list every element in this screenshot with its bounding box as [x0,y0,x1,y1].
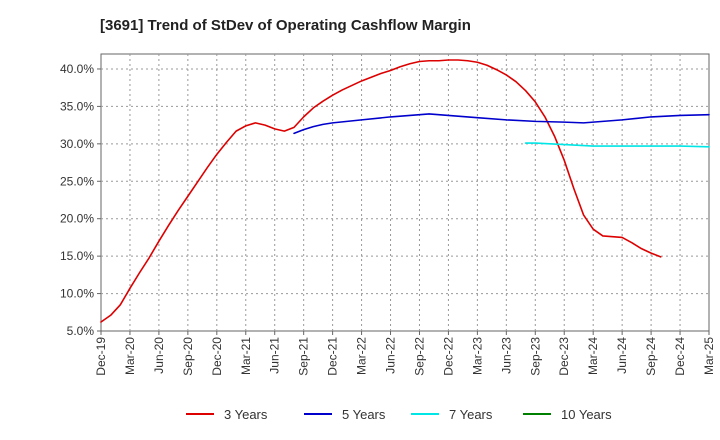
x-axis-ticks: Dec-19 Mar-20 Jun-20 Sep-20 Dec-20 Mar-21 Jun-… [94,331,716,376]
y-axis-ticks: 5.0% 10.0% 15.0% 20.0% 25.0% 30.0% 35.0% 40.0% [60,62,101,338]
y-tick-label: 30.0% [60,137,94,151]
x-tick-label: Jun-21 [268,337,282,374]
x-tick-label: Mar-24 [586,337,600,375]
legend-label-5-years: 5 Years [342,407,386,422]
x-tick-label: Mar-22 [355,337,369,375]
x-tick-label: Mar-25 [702,337,716,375]
chart-title: [3691] Trend of StDev of Operating Cashf… [100,17,471,34]
x-tick-label: Jun-24 [615,337,629,374]
y-tick-label: 15.0% [60,249,94,263]
y-tick-label: 35.0% [60,99,94,113]
series-line-7-years [524,142,710,148]
x-tick-label: Sep-22 [412,337,426,376]
series-layer [100,59,710,323]
x-tick-label: Dec-22 [441,337,455,376]
legend-label-10-years: 10 Years [561,407,612,422]
x-tick-label: Mar-21 [239,337,253,375]
x-tick-label: Jun-20 [152,337,166,374]
x-tick-label: Mar-23 [470,337,484,375]
x-tick-label: Dec-20 [210,337,224,376]
x-tick-label: Jun-23 [499,337,513,374]
x-tick-label: Sep-23 [528,337,542,376]
x-tick-label: Sep-20 [181,337,195,376]
legend-label-3-years: 3 Years [224,407,268,422]
plot-area [100,53,710,332]
x-tick-label: Jun-22 [384,337,398,374]
y-tick-label: 25.0% [60,174,94,188]
y-tick-label: 10.0% [60,287,94,301]
series-line-3-years [100,59,662,323]
x-tick-label: Dec-23 [557,337,571,376]
x-tick-label: Mar-20 [123,337,137,375]
x-tick-label: Sep-21 [297,337,311,376]
y-tick-label: 40.0% [60,62,94,76]
x-tick-label: Dec-21 [326,337,340,376]
y-tick-label: 5.0% [67,324,95,338]
y-tick-label: 20.0% [60,212,94,226]
series-line-5-years [293,113,710,135]
x-tick-label: Sep-24 [644,337,658,376]
x-tick-label: Dec-19 [94,337,108,376]
legend: 3 Years 5 Years 7 Years 10 Years [186,407,612,422]
legend-label-7-years: 7 Years [449,407,493,422]
grid [101,54,709,331]
x-tick-label: Dec-24 [673,337,687,376]
